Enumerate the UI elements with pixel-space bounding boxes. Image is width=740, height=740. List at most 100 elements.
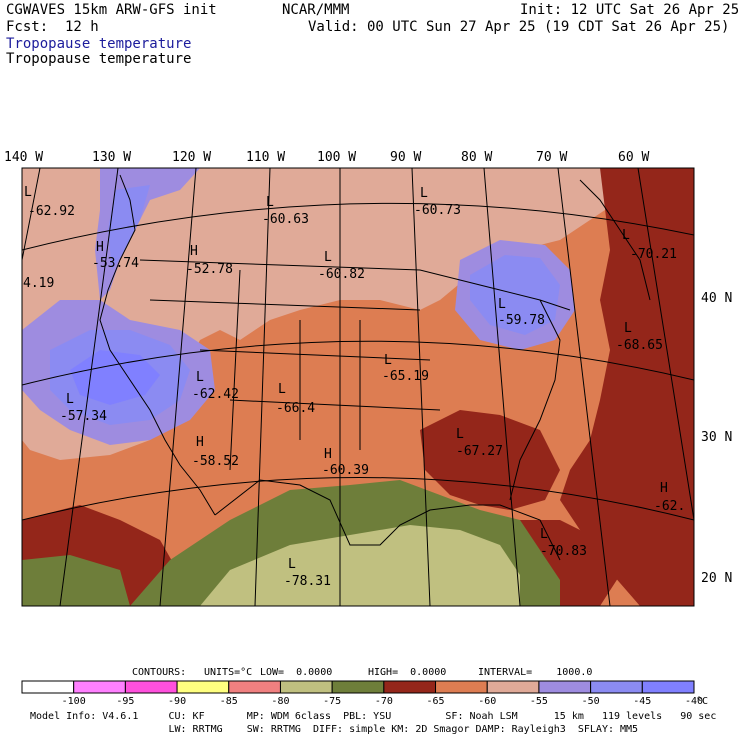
center-letter: L — [456, 427, 464, 442]
colorbar-swatch — [331, 680, 385, 694]
colorbar-swatch — [590, 680, 643, 694]
colorbar-tick-label: -75 — [323, 696, 341, 707]
center-value: -59.78 — [498, 313, 545, 328]
center-letter: L — [420, 186, 428, 201]
center-letter: H — [660, 481, 668, 496]
center-value: -62. — [654, 499, 685, 514]
colorbar-swatch — [279, 680, 333, 694]
init-time: Init: 12 UTC Sat 26 Apr 25 — [520, 2, 740, 18]
lon-label: 70 W — [536, 150, 567, 165]
lon-label: 120 W — [172, 150, 211, 165]
center-letter: L — [622, 228, 630, 243]
lon-label: 90 W — [390, 150, 421, 165]
model-info-line2: LW: RRTMG SW: RRTMG DIFF: simple KM: 2D … — [30, 724, 639, 735]
contours-interval: INTERVAL= 1000.0 — [478, 667, 593, 678]
colorbar-tick-label: -45 — [633, 696, 651, 707]
center-letter: H — [196, 435, 204, 450]
lat-label: 20 N — [701, 571, 732, 586]
center-letter: L — [324, 250, 332, 265]
lon-label: 60 W — [618, 150, 649, 165]
center-value: -70.21 — [630, 247, 677, 262]
center-letter: H — [190, 244, 198, 259]
lon-label: 140 W — [4, 150, 43, 165]
model-title: CGWAVES 15km ARW-GFS init — [6, 2, 217, 18]
contours-low: LOW= 0.0000 — [260, 667, 333, 678]
center-value: -58.52 — [192, 454, 239, 469]
colorbar-unit: °C — [696, 696, 708, 707]
colorbar-tick-label: -100 — [62, 696, 86, 707]
colorbar-swatch — [228, 680, 281, 694]
lon-label: 80 W — [461, 150, 492, 165]
center-value: -78.31 — [284, 574, 331, 589]
lon-label: 130 W — [92, 150, 131, 165]
field-name-blue: Tropopause temperature — [6, 36, 192, 52]
colorbar-tick-label: -50 — [582, 696, 600, 707]
colorbar-tick-label: -65 — [427, 696, 445, 707]
center-value: -65.19 — [382, 369, 429, 384]
center-letter: L — [540, 527, 548, 542]
colorbar-swatch — [383, 680, 437, 694]
forecast-hour: Fcst: 12 h — [6, 19, 99, 35]
graticule — [22, 168, 694, 606]
center-value: -53.74 — [92, 256, 139, 271]
center-letter: L — [266, 195, 274, 210]
field-name: Tropopause temperature — [6, 51, 192, 67]
colorbar-swatch — [21, 680, 75, 694]
lon-label: 110 W — [246, 150, 285, 165]
center-letter: L — [288, 557, 296, 572]
contours-high: HIGH= 0.0000 — [368, 667, 447, 678]
center-value: -52.78 — [186, 262, 233, 277]
center-letter: H — [324, 447, 332, 462]
center-letter: L — [24, 185, 32, 200]
center-value: -68.65 — [616, 338, 663, 353]
center-value: -66.4 — [276, 401, 315, 416]
center-letter: L — [498, 297, 506, 312]
colorbar-swatch — [538, 680, 592, 694]
colorbar-tick-label: -85 — [220, 696, 238, 707]
colorbar-swatch — [176, 680, 230, 694]
center-value: -60.39 — [322, 463, 369, 478]
center-value: -70.83 — [540, 544, 587, 559]
colorbar-swatch — [73, 680, 126, 694]
shaded-field — [22, 168, 694, 606]
center-value: -62.92 — [28, 204, 75, 219]
model-info-line1: Model Info: V4.6.1 CU: KF MP: WDM 6class… — [30, 711, 717, 722]
contours-label: CONTOURS: — [132, 667, 187, 678]
center-letter: L — [278, 382, 286, 397]
center-letter: L — [196, 370, 204, 385]
colorbar-tick-label: -60 — [478, 696, 496, 707]
colorbar-tick-label: -55 — [530, 696, 548, 707]
colorbar-swatch — [486, 680, 540, 694]
center-letter: H — [96, 240, 104, 255]
organization-label: NCAR/MMM — [282, 2, 350, 18]
center-value: 4.19 — [23, 276, 54, 291]
center-value: -67.27 — [456, 444, 503, 459]
center-labels: L -62.92 H -53.74 4.19 H -52.78 L -60.63… — [23, 185, 685, 589]
colorbar-swatch — [435, 680, 488, 694]
latitude-labels: 40 N 30 N 20 N — [701, 291, 732, 586]
colorbar-swatch — [641, 680, 695, 694]
center-value: -60.82 — [318, 267, 365, 282]
contours-units: UNITS=°C — [204, 667, 253, 678]
colorbar-swatch — [124, 680, 178, 694]
center-value: -57.34 — [60, 409, 107, 424]
colorbar-tick-label: -90 — [168, 696, 186, 707]
center-value: -60.73 — [414, 203, 461, 218]
center-letter: L — [66, 392, 74, 407]
center-letter: L — [624, 321, 632, 336]
map-frame — [21, 167, 695, 607]
lat-label: 30 N — [701, 430, 732, 445]
valid-time: Valid: 00 UTC Sun 27 Apr 25 (19 CDT Sat … — [308, 19, 730, 35]
colorbar-tick-label: -95 — [116, 696, 134, 707]
longitude-labels: 140 W 130 W 120 W 110 W 100 W 90 W 80 W … — [4, 150, 649, 165]
boundaries — [99, 174, 651, 561]
colorbar-tick-label: -70 — [375, 696, 393, 707]
colorbar: -100 -95 -90 -85 -80 -75 -70 -65 -60 -55 -50 -45 -40… — [21, 680, 708, 707]
lat-label: 40 N — [701, 291, 732, 306]
lon-label: 100 W — [317, 150, 356, 165]
center-value: -60.63 — [262, 212, 309, 227]
colorbar-tick-label: -40 — [685, 696, 703, 707]
colorbar-tick-label: -80 — [271, 696, 289, 707]
center-value: -62.42 — [192, 387, 239, 402]
